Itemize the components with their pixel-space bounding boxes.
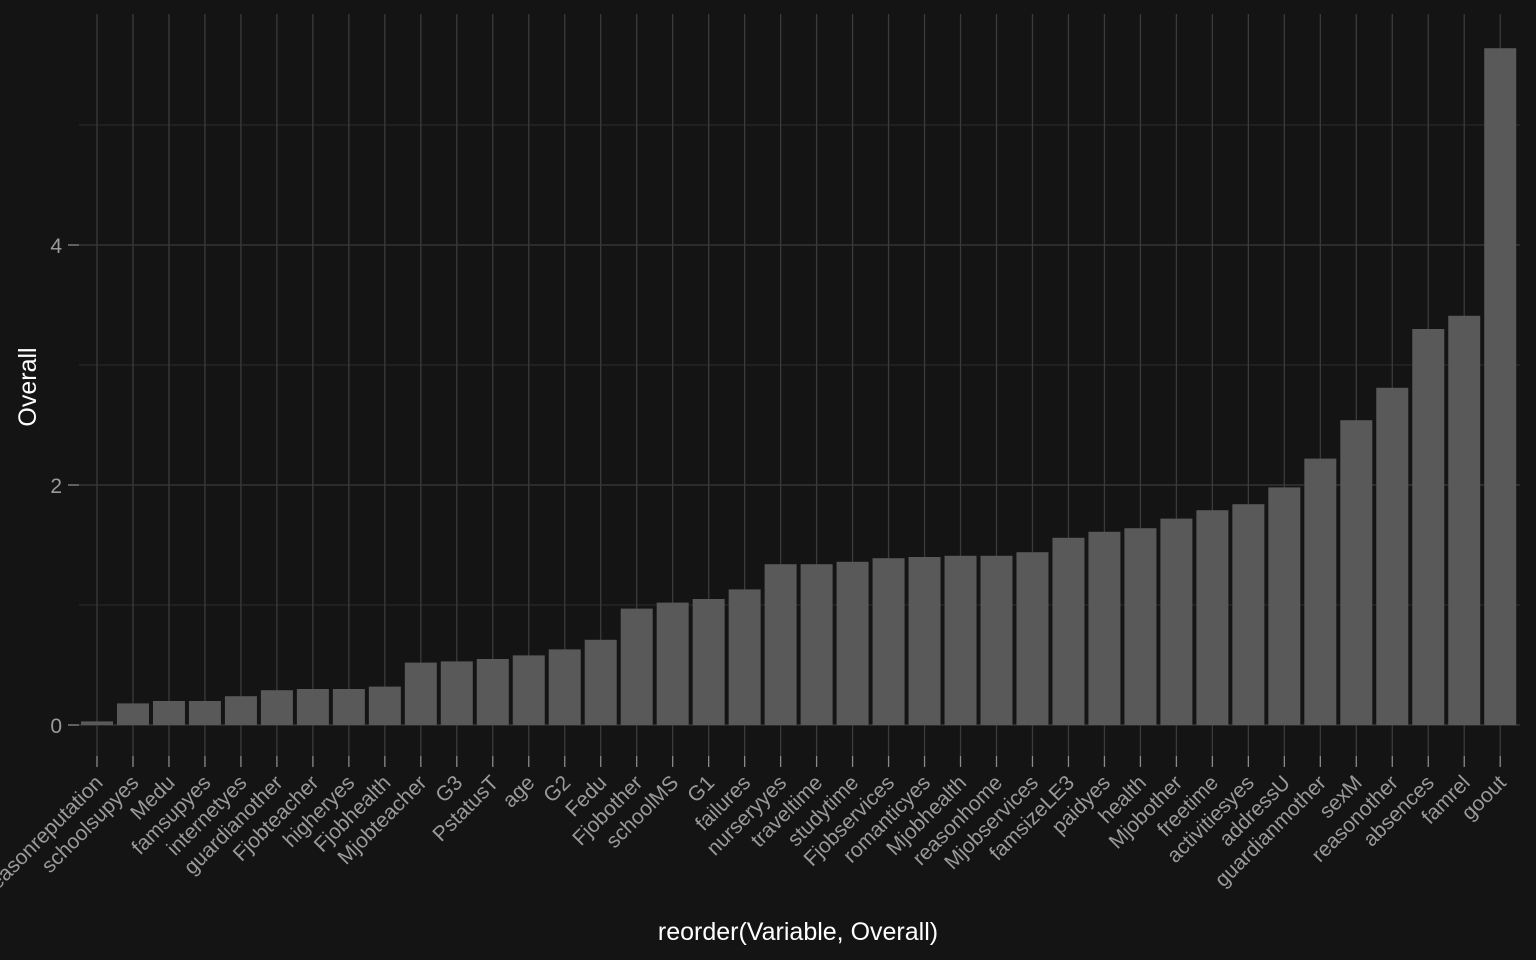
bar-Mjobhealth [944, 555, 977, 725]
bar-famsizeLE3 [1052, 537, 1085, 725]
bar-absences [1412, 329, 1445, 725]
bar-nurseryyes [764, 564, 797, 725]
bar-addressU [1268, 487, 1301, 725]
bar-G3 [440, 661, 473, 725]
gridlines [79, 14, 1520, 756]
bar-famrel [1448, 315, 1481, 725]
bar-guardianmother [1304, 458, 1337, 725]
bar-PstatusT [476, 659, 509, 725]
bar-goout [1484, 48, 1517, 725]
bar-health [1124, 528, 1157, 725]
bar-paidyes [1088, 531, 1121, 725]
bar-Mjobservices [1016, 552, 1049, 725]
bar-Fjobhealth [368, 686, 401, 725]
bar-guardianother [260, 690, 293, 725]
bar-reasonreputation [81, 721, 113, 725]
bar-Fjobteacher [296, 689, 329, 725]
bar-Mjobteacher [404, 662, 437, 725]
bar-reasonother [1376, 387, 1409, 725]
bar-freetime [1196, 510, 1229, 725]
bar-reasonhome [980, 555, 1013, 725]
bar-famsupyes [188, 701, 221, 725]
bars [81, 48, 1517, 725]
bar-internetyes [224, 696, 257, 725]
bar-Fedu [584, 639, 617, 725]
bar-failures [728, 589, 761, 725]
bar-Fjobservices [872, 558, 905, 725]
x-axis-ticks: reasonreputationschoolsupyesMedufamsupye… [0, 756, 1511, 899]
bar-traveltime [800, 564, 833, 725]
bar-schoolsupyes [116, 703, 149, 725]
y-tick-label: 2 [50, 475, 62, 498]
bar-studytime [836, 561, 869, 725]
bar-age [512, 655, 545, 725]
y-tick-label: 0 [50, 715, 62, 738]
x-tick-label: age [498, 771, 539, 812]
bar-activitiesyes [1232, 504, 1265, 725]
bar-Mjobother [1160, 518, 1193, 725]
bar-G2 [548, 649, 581, 725]
bar-romanticyes [908, 557, 941, 725]
bar-Medu [152, 701, 185, 725]
x-axis-title: reorder(Variable, Overall) [658, 918, 938, 946]
bar-higheryes [332, 689, 365, 725]
bar-sexM [1340, 420, 1373, 725]
y-axis-ticks: 0 2 4 [50, 235, 79, 738]
bar-schoolMS [656, 602, 689, 725]
bar-Fjobother [620, 608, 653, 725]
y-axis-title: Overall [14, 347, 42, 426]
y-tick-label: 4 [50, 235, 62, 258]
bar-G1 [692, 599, 725, 725]
